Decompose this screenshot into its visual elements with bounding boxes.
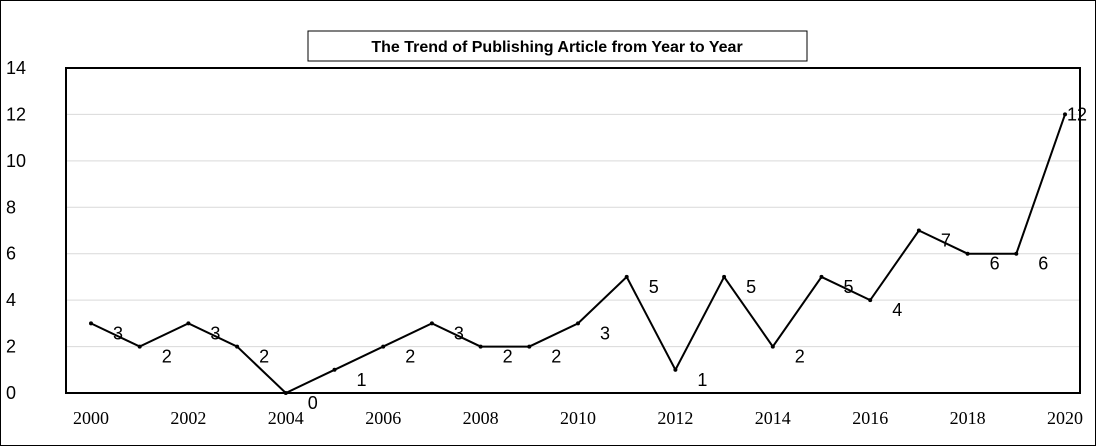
y-tick-label: 14 [6, 58, 26, 78]
data-label: 7 [941, 231, 951, 251]
data-label: 12 [1067, 104, 1087, 124]
y-tick-label: 12 [6, 104, 26, 124]
data-points [89, 112, 1067, 395]
data-label: 5 [844, 277, 854, 297]
data-point [965, 251, 970, 256]
data-label: 0 [308, 393, 318, 413]
data-label: 3 [600, 323, 610, 343]
data-point [819, 274, 824, 279]
data-label: 2 [795, 347, 805, 367]
data-point [576, 321, 580, 326]
data-label: 2 [551, 347, 561, 367]
data-point [429, 321, 434, 326]
data-label: 3 [113, 323, 123, 343]
y-axis-ticks: 0 2 4 6 8 10 12 14 [6, 58, 26, 403]
data-label: 2 [259, 347, 269, 367]
data-point [624, 274, 629, 279]
y-tick-label: 6 [6, 244, 16, 264]
y-tick-label: 2 [6, 337, 16, 357]
data-point [673, 367, 678, 372]
data-label: 1 [357, 370, 367, 390]
x-tick-label: 2010 [560, 408, 596, 428]
data-point [478, 344, 483, 349]
data-label: 3 [454, 323, 464, 343]
data-point [332, 367, 337, 372]
x-tick-label: 2012 [657, 408, 693, 428]
data-label: 6 [990, 254, 1000, 274]
chart-title: The Trend of Publishing Article from Yea… [307, 30, 808, 62]
data-point [283, 391, 288, 395]
data-point [527, 344, 532, 349]
data-point [868, 298, 873, 303]
y-tick-label: 10 [6, 151, 26, 171]
chart-title-box [307, 30, 808, 62]
y-tick-label: 4 [6, 290, 16, 310]
y-tick-label: 8 [6, 197, 16, 217]
x-tick-label: 2008 [463, 408, 499, 428]
data-point [1014, 251, 1019, 256]
x-tick-label: 2016 [852, 408, 888, 428]
data-point [1063, 112, 1067, 117]
data-point [722, 274, 727, 279]
gridlines [66, 113, 1080, 348]
data-label: 2 [503, 347, 513, 367]
data-label: 4 [892, 300, 902, 320]
data-label: 5 [649, 277, 659, 297]
x-axis-ticks: 2000 2002 2004 2006 2008 2010 2012 2014 2016 2018… [73, 408, 1083, 428]
plot-area [65, 67, 1081, 394]
data-point [235, 344, 240, 349]
data-point [186, 321, 191, 326]
x-tick-label: 2018 [950, 408, 986, 428]
data-point [89, 321, 93, 326]
x-tick-label: 2002 [170, 408, 206, 428]
data-label: 5 [746, 277, 756, 297]
x-tick-label: 2006 [365, 408, 401, 428]
x-tick-label: 2020 [1047, 408, 1083, 428]
chart-title-text: The Trend of Publishing Article from Yea… [371, 39, 742, 56]
data-point [770, 344, 775, 349]
data-label: 2 [162, 347, 172, 367]
data-point [916, 228, 921, 233]
x-tick-label: 2000 [73, 408, 109, 428]
data-label: 6 [1038, 254, 1048, 274]
data-label: 2 [405, 347, 415, 367]
y-tick-label: 0 [6, 383, 16, 403]
x-tick-label: 2014 [755, 408, 791, 428]
data-point [381, 344, 386, 349]
data-label: 1 [697, 370, 707, 390]
data-label: 3 [210, 323, 220, 343]
data-point [137, 344, 142, 349]
x-tick-label: 2004 [268, 408, 304, 428]
